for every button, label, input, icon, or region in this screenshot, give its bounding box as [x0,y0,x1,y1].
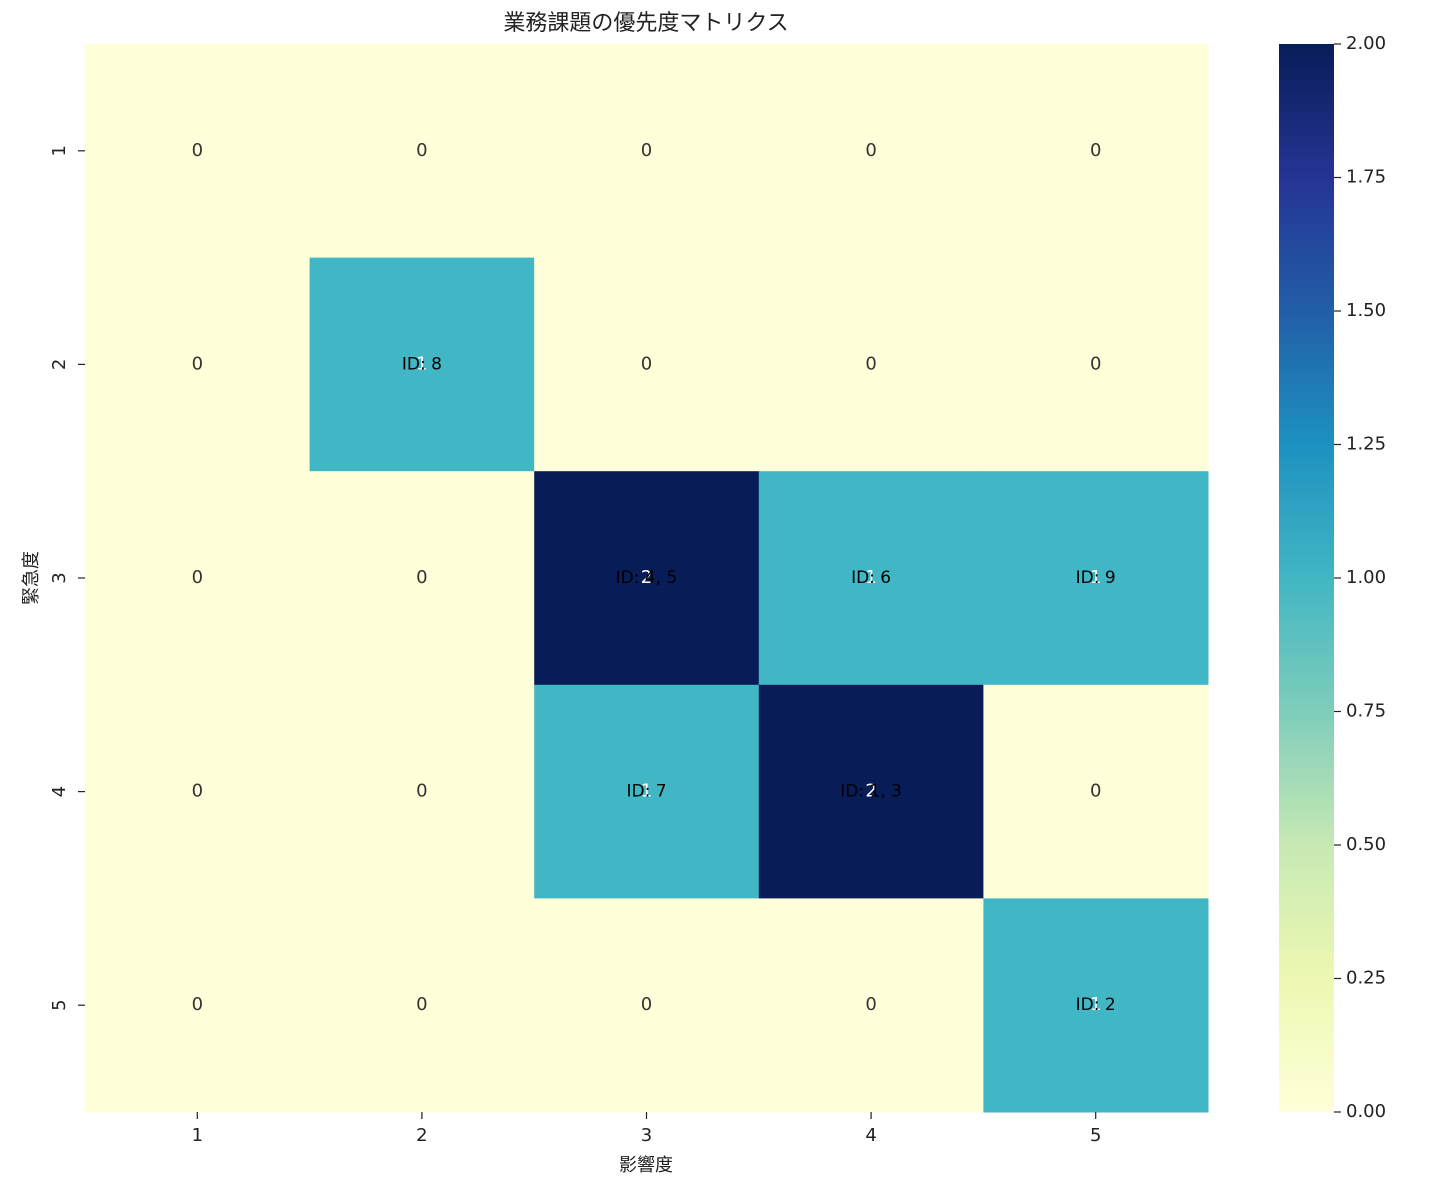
heat-cell [534,44,760,259]
plot: 0 0 0 0 00 1ID: 8 0 0 00 0 2ID: 4, 5 1ID: 6 1ID: 90 0… [49,33,1386,1146]
cell-count: 0 [641,140,652,161]
cell-count: 0 [192,140,203,161]
colorbar-tick-label: 0.00 [1346,1101,1386,1122]
cell-id-label: ID: 1, 3 [840,782,902,802]
x-axis-label: 影響度 [619,1155,673,1176]
cell-count: 0 [1090,353,1101,374]
heat-cell [309,471,535,686]
cell-count: 0 [1090,140,1101,161]
colorbar-tick-label: 0.75 [1346,701,1386,722]
cell-count: 0 [192,567,203,588]
cell-count: 0 [416,567,427,588]
y-tick-label: 2 [49,359,70,370]
cell-count: 1 [1090,567,1101,588]
heat-cell [758,898,984,1113]
colorbar-tick-label: 1.00 [1346,567,1386,588]
heat-cell [85,471,311,686]
heat-cell [85,44,311,259]
cell-count: 2 [865,781,876,802]
heat-cell [983,471,1209,686]
y-tick-label: 5 [49,999,70,1010]
colorbar-tick-label: 0.25 [1346,968,1386,989]
heat-cell [85,684,311,899]
cell-id-label: ID: 6 [851,568,891,588]
heat-cell [758,44,984,259]
cell-count: 0 [865,353,876,374]
heat-cell [309,684,535,899]
heat-cell [309,44,535,259]
cell-count: 1 [865,567,876,588]
cell-id-label: ID: 7 [626,782,666,802]
heat-cell [534,257,760,472]
cell-id-label: ID: 9 [1076,568,1116,588]
colorbar-tick-label: 1.75 [1346,167,1386,188]
cell-count: 1 [1090,994,1101,1015]
heat-cell [309,898,535,1113]
heat-cell [758,684,984,899]
y-tick-label: 4 [49,786,70,797]
heat-cell [534,471,760,686]
cell-count: 2 [641,567,652,588]
heat-cell [534,898,760,1113]
cell-count: 0 [1090,781,1101,802]
heat-cell [983,257,1209,472]
cell-count: 0 [641,994,652,1015]
x-tick-label: 4 [865,1125,876,1146]
cell-count: 1 [641,781,652,802]
colorbar-tick-label: 1.25 [1346,434,1386,455]
cell-count: 0 [416,994,427,1015]
cell-count: 0 [192,781,203,802]
heat-cell [983,44,1209,259]
cell-count: 0 [416,781,427,802]
x-tick-label: 3 [641,1125,652,1146]
heat-cell [309,257,535,472]
heat-cell [758,257,984,472]
cell-id-label: ID: 8 [402,354,442,374]
y-tick-label: 1 [49,145,70,156]
x-tick-label: 5 [1090,1125,1101,1146]
heat-cell [85,257,311,472]
colorbar-tick-label: 1.50 [1346,300,1386,321]
cell-count: 0 [865,994,876,1015]
cell-count: 0 [641,353,652,374]
x-tick-label: 1 [192,1125,203,1146]
heat-cell [983,898,1209,1113]
cell-count: 1 [416,353,427,374]
heat-cell [983,684,1209,899]
chart-title: 業務課題の優先度マトリクス [503,11,788,36]
cell-count: 0 [192,353,203,374]
x-tick-label: 2 [416,1125,427,1146]
cell-id-label: ID: 4, 5 [616,568,678,588]
cell-count: 0 [865,140,876,161]
cell-count: 0 [416,140,427,161]
colorbar [1279,44,1334,1112]
colorbar-tick-label: 0.50 [1346,834,1386,855]
colorbar-tick-label: 2.00 [1346,33,1386,54]
cell-id-label: ID: 2 [1076,995,1116,1015]
heat-cell [758,471,984,686]
y-tick-label: 3 [49,572,70,583]
heat-cell [85,898,311,1113]
heat-cell [534,684,760,899]
cell-count: 0 [192,994,203,1015]
y-axis-label: 緊急度 [21,551,42,605]
